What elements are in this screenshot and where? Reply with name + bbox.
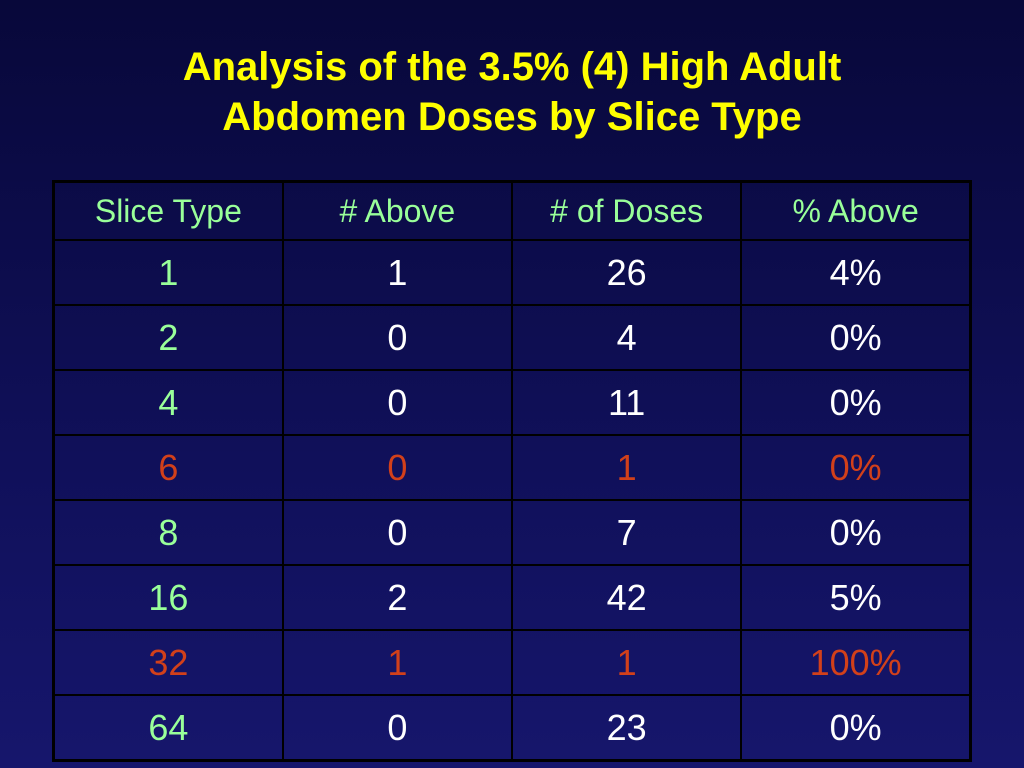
table-cell: 0 — [281, 434, 514, 501]
table-cell: 4% — [740, 239, 972, 306]
column-header: # Above — [281, 180, 514, 241]
table-cell: 0 — [281, 369, 514, 436]
table-cell: 5% — [740, 564, 972, 631]
table-cell: 1 — [281, 239, 514, 306]
table-cell: 1 — [510, 434, 743, 501]
table-cell: 32 — [52, 629, 284, 696]
title-line: Abdomen Doses by Slice Type — [222, 95, 802, 139]
column-header: Slice Type — [52, 180, 284, 241]
table-row: 16 2 42 5% — [52, 564, 972, 631]
table-cell: 11 — [510, 369, 743, 436]
table-cell: 8 — [52, 499, 284, 566]
table-row: 32 1 1 100% — [52, 629, 972, 696]
table-cell: 1 — [281, 629, 514, 696]
dose-table: Slice Type # Above # of Doses% Above 1 1 26 4%… — [52, 180, 972, 762]
table-cell: 1 — [52, 239, 284, 306]
table-row: 4 0 11 0% — [52, 369, 972, 436]
column-header: # of Doses — [510, 180, 743, 241]
table-cell: 2 — [281, 564, 514, 631]
table-cell: 16 — [52, 564, 284, 631]
table-cell: 4 — [510, 304, 743, 371]
table-cell: 64 — [52, 694, 284, 762]
table-cell: 0 — [281, 694, 514, 762]
table-row: 64 0 23 0% — [52, 694, 972, 762]
table-row: 1 1 26 4% — [52, 239, 972, 306]
table-cell: 0 — [281, 304, 514, 371]
table-cell: 0% — [740, 694, 972, 762]
table-cell: 6 — [52, 434, 284, 501]
title-line: Analysis of the 3.5% (4) High Adult — [182, 45, 842, 89]
table-cell: 2 — [52, 304, 284, 371]
table-cell: 23 — [510, 694, 743, 762]
table-cell: 0 — [281, 499, 514, 566]
table-row: 6 0 1 0% — [52, 434, 972, 501]
table-cell: 1 — [510, 629, 743, 696]
table-cell: 0% — [740, 499, 972, 566]
header-row: Slice Type # Above # of Doses% Above — [52, 180, 972, 241]
table-cell: 7 — [510, 499, 743, 566]
column-header: % Above — [740, 180, 972, 241]
table-cell: 26 — [510, 239, 743, 306]
table-cell: 0% — [740, 304, 972, 371]
table-row: 2 0 4 0% — [52, 304, 972, 371]
table-cell: 100% — [740, 629, 972, 696]
slide-title: Analysis of the 3.5% (4) High Adult Abdom… — [0, 42, 1024, 142]
table-cell: 4 — [52, 369, 284, 436]
table-row: 8 0 7 0% — [52, 499, 972, 566]
table-cell: 0% — [740, 434, 972, 501]
table-cell: 0% — [740, 369, 972, 436]
table-cell: 42 — [510, 564, 743, 631]
